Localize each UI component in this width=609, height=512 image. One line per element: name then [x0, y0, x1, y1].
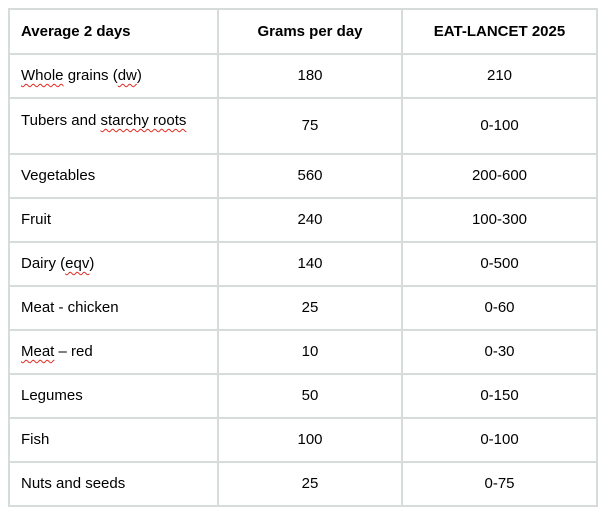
misspelled-word: Whole	[21, 67, 64, 84]
grams-per-day-cell: 75	[217, 97, 403, 155]
table-row: Fish 100 0-100	[8, 417, 598, 463]
label-text: Nuts and seeds	[21, 475, 126, 492]
table-row: Dairy (eqv) 140 0-500	[8, 241, 598, 287]
label-text: Vegetables	[21, 167, 96, 184]
grams-per-day-cell: 25	[217, 285, 403, 331]
eat-lancet-cell: 0-150	[401, 373, 598, 419]
label-text: Legumes	[21, 387, 83, 404]
header-row: Average 2 days Grams per day EAT-LANCET …	[8, 8, 598, 55]
grams-per-day-cell: 10	[217, 329, 403, 375]
food-label-cell: Legumes	[8, 373, 219, 419]
food-label-cell: Vegetables	[8, 153, 219, 199]
table-row: Meat - chicken 25 0-60	[8, 285, 598, 331]
diet-comparison-table: Average 2 days Grams per day EAT-LANCET …	[8, 8, 598, 507]
grams-per-day-cell: 100	[217, 417, 403, 463]
label-text: Fish	[21, 431, 50, 448]
food-label-cell: Meat – red	[8, 329, 219, 375]
label-text: Dairy (	[21, 255, 66, 272]
food-label-cell: Whole grains (dw)	[8, 53, 219, 99]
table-row: Vegetables 560 200-600	[8, 153, 598, 199]
misspelled-word: Meat	[21, 343, 55, 360]
table-row: Fruit 240 100-300	[8, 197, 598, 243]
food-label-cell: Fish	[8, 417, 219, 463]
eat-lancet-cell: 100-300	[401, 197, 598, 243]
eat-lancet-cell: 200-600	[401, 153, 598, 199]
food-label-cell: Nuts and seeds	[8, 461, 219, 507]
grams-per-day-cell: 140	[217, 241, 403, 287]
label-text: )	[136, 67, 142, 84]
food-label-cell: Dairy (eqv)	[8, 241, 219, 287]
grams-per-day-cell: 25	[217, 461, 403, 507]
food-label-cell: Meat - chicken	[8, 285, 219, 331]
label-text: )	[89, 255, 95, 272]
label-text: Meat - chicken	[21, 299, 119, 316]
grams-per-day-cell: 50	[217, 373, 403, 419]
eat-lancet-cell: 0-100	[401, 97, 598, 155]
table-header: Average 2 days Grams per day EAT-LANCET …	[8, 8, 598, 55]
table-row: Legumes 50 0-150	[8, 373, 598, 419]
eat-lancet-cell: 0-100	[401, 417, 598, 463]
misspelled-word: dw	[117, 67, 137, 84]
table-row: Whole grains (dw) 180 210	[8, 53, 598, 99]
table-row: Nuts and seeds 25 0-75	[8, 461, 598, 507]
misspelled-word: starchy roots	[100, 112, 187, 129]
grams-per-day-cell: 180	[217, 53, 403, 99]
eat-lancet-cell: 0-60	[401, 285, 598, 331]
misspelled-word: eqv	[65, 255, 90, 272]
table-row: Meat – red 10 0-30	[8, 329, 598, 375]
eat-lancet-cell: 0-30	[401, 329, 598, 375]
eat-lancet-cell: 210	[401, 53, 598, 99]
eat-lancet-cell: 0-500	[401, 241, 598, 287]
food-label-cell: Tubers and starchy roots	[8, 97, 219, 155]
header-average-2-days: Average 2 days	[8, 8, 219, 55]
table-body: Whole grains (dw) 180 210 Tubers and starch…	[8, 53, 598, 507]
grams-per-day-cell: 560	[217, 153, 403, 199]
grams-per-day-cell: 240	[217, 197, 403, 243]
label-text: grains (	[63, 67, 118, 84]
header-grams-per-day: Grams per day	[217, 8, 403, 55]
label-text: Fruit	[21, 211, 51, 228]
eat-lancet-cell: 0-75	[401, 461, 598, 507]
table-row: Tubers and starchy roots 75 0-100	[8, 97, 598, 155]
label-text: Tubers and	[21, 112, 101, 129]
label-text: – red	[54, 343, 93, 360]
food-label-cell: Fruit	[8, 197, 219, 243]
header-eat-lancet-2025: EAT-LANCET 2025	[401, 8, 598, 55]
